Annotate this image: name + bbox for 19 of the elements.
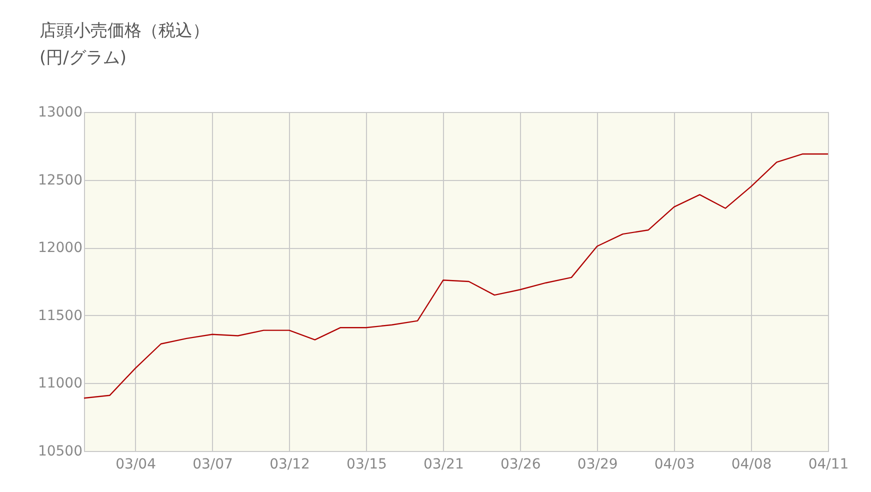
x-tick-label: 03/12 <box>270 456 310 472</box>
line-series <box>83 153 829 399</box>
y-tick-label: 12000 <box>38 240 82 256</box>
y-tick-label: 12500 <box>38 172 82 188</box>
y-tick-label: 10500 <box>38 444 82 460</box>
chart-subtitle: (円/グラム) <box>39 48 126 68</box>
x-tick-label: 03/26 <box>500 456 541 472</box>
y-tick-label: 13000 <box>38 104 82 120</box>
x-tick-label: 03/21 <box>423 456 464 472</box>
chart-title: 店頭小売価格（税込） <box>39 21 210 41</box>
x-tick-label: 04/08 <box>731 456 772 472</box>
x-tick-label: 03/29 <box>577 456 618 472</box>
x-tick-label: 04/03 <box>654 456 695 472</box>
x-tick-label: 03/15 <box>346 456 387 472</box>
y-tick-label: 11500 <box>38 308 82 324</box>
y-tick-label: 11000 <box>38 376 82 392</box>
x-tick-label: 03/04 <box>116 456 156 472</box>
x-tick-label: 04/11 <box>808 456 849 472</box>
x-tick-label: 03/07 <box>192 456 233 472</box>
